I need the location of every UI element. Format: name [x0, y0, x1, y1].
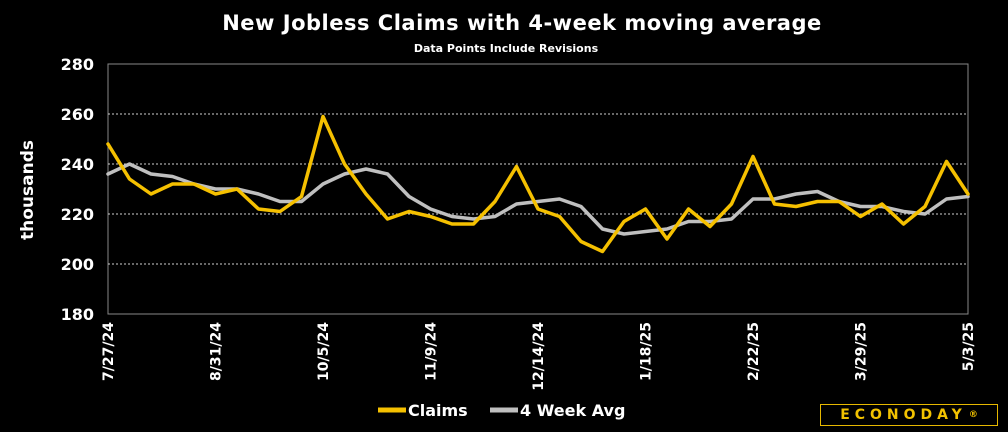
x-tick-label: 7/27/24	[101, 322, 117, 381]
series-line-claims	[106, 114, 970, 254]
legend-label-claims: Claims	[408, 401, 468, 420]
x-tick-label: 11/9/24	[424, 322, 440, 381]
legend: Claims 4 Week Avg	[378, 401, 625, 420]
series-lines	[106, 114, 970, 254]
chart-title: New Jobless Claims with 4-week moving av…	[222, 11, 822, 35]
y-tick-label: 200	[61, 255, 94, 274]
grid-lines	[108, 113, 968, 265]
econoday-logo: ECONODAY ®	[820, 404, 998, 426]
x-tick-label: 1/18/25	[639, 322, 655, 381]
y-tick-label: 280	[61, 55, 94, 74]
x-tick-label: 2/22/25	[746, 322, 762, 381]
x-tick-label: 10/5/24	[316, 322, 332, 381]
y-tick-label: 260	[61, 105, 94, 124]
series-line-4-week-avg	[106, 162, 970, 236]
y-axis-ticks: 180 200 220 240 260 280	[61, 55, 94, 324]
x-tick-label: 5/3/25	[961, 322, 977, 371]
y-axis-label: thousands	[18, 140, 38, 240]
y-tick-label: 220	[61, 205, 94, 224]
logo-text: ECONODAY	[840, 407, 967, 423]
x-tick-label: 8/31/24	[209, 322, 225, 381]
x-axis-ticks: 7/27/24 8/31/24 10/5/24 11/9/24 12/14/24 1/18…	[101, 322, 977, 391]
x-tick-label: 12/14/24	[531, 322, 547, 391]
plot-area-border	[107, 63, 969, 315]
y-tick-label: 180	[61, 305, 94, 324]
legend-label-4-week-avg: 4 Week Avg	[520, 401, 625, 420]
chart-subtitle: Data Points Include Revisions	[414, 42, 599, 55]
x-tick-label: 3/29/25	[854, 322, 870, 381]
y-tick-label: 240	[61, 155, 94, 174]
registered-mark: ®	[968, 410, 978, 420]
